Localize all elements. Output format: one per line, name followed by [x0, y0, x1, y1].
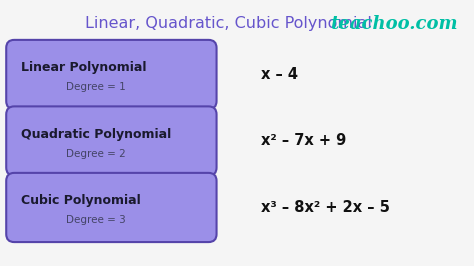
- Text: Cubic Polynomial: Cubic Polynomial: [21, 194, 141, 207]
- Text: x² – 7x + 9: x² – 7x + 9: [261, 134, 346, 148]
- FancyBboxPatch shape: [6, 173, 217, 242]
- Text: Degree = 1: Degree = 1: [66, 82, 126, 92]
- FancyBboxPatch shape: [6, 40, 217, 109]
- FancyBboxPatch shape: [6, 106, 217, 176]
- Text: Linear Polynomial: Linear Polynomial: [21, 61, 147, 74]
- Text: x³ – 8x² + 2x – 5: x³ – 8x² + 2x – 5: [261, 200, 390, 215]
- Text: Linear, Quadratic, Cubic Polynomial: Linear, Quadratic, Cubic Polynomial: [85, 16, 372, 31]
- Text: Degree = 2: Degree = 2: [66, 149, 126, 159]
- Text: teachoo.com: teachoo.com: [330, 15, 457, 33]
- Text: x – 4: x – 4: [261, 67, 298, 82]
- Text: Quadratic Polynomial: Quadratic Polynomial: [21, 128, 172, 141]
- Text: Degree = 3: Degree = 3: [66, 215, 126, 225]
